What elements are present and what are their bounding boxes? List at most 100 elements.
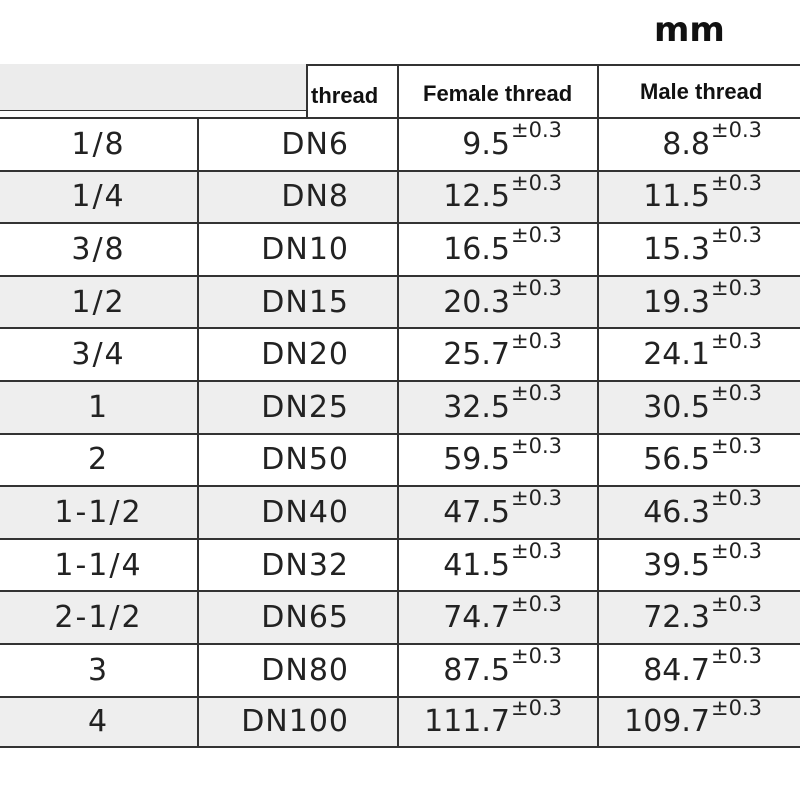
tolerance-label: ±0.3 — [711, 381, 762, 406]
tolerance-label: ±0.3 — [511, 170, 562, 195]
dn-cell: DN100 — [199, 698, 349, 747]
dn-cell-value: DN80 — [261, 652, 349, 688]
female-thread-cell-value: 47.5 — [443, 494, 510, 530]
tolerance-label: ±0.3 — [711, 118, 762, 143]
male-thread-cell-value: 56.5 — [643, 442, 710, 478]
column-divider — [597, 644, 599, 696]
female-thread-cell-value: 20.3 — [443, 284, 510, 320]
column-divider — [197, 224, 199, 275]
female-thread-cell: 20.3 ±0.3 — [402, 276, 562, 328]
dn-cell-value: DN6 — [281, 126, 349, 162]
female-thread-cell: 41.5 ±0.3 — [402, 539, 562, 591]
size-cell: 1-1/4 — [0, 540, 197, 591]
size-cell-value: 1 — [87, 389, 110, 425]
column-divider — [397, 224, 399, 275]
table-row: 2-1/2 DN65 74.7 ±0.3 72.3 ±0.3 — [0, 590, 800, 643]
male-thread-cell-value: 19.3 — [643, 284, 710, 320]
dn-cell-value: DN40 — [261, 494, 349, 530]
size-cell: 1 — [0, 382, 197, 433]
female-thread-cell-value: 9.5 — [462, 126, 510, 162]
male-thread-cell-value: 8.8 — [662, 126, 710, 162]
column-divider — [597, 119, 599, 170]
tolerance-label: ±0.3 — [711, 591, 762, 616]
column-divider — [197, 539, 199, 591]
table-row: 2 DN50 59.5 ±0.3 56.5 ±0.3 — [0, 432, 800, 486]
female-thread-cell-value: 25.7 — [443, 337, 510, 373]
column-divider — [197, 119, 199, 170]
column-divider — [397, 276, 399, 328]
male-thread-cell-value: 72.3 — [643, 600, 710, 636]
column-divider — [397, 119, 399, 170]
male-thread-cell: 30.5 ±0.3 — [602, 381, 762, 433]
column-divider — [397, 171, 399, 223]
size-cell-value: 3 — [87, 652, 110, 688]
table-row: 1/4 DN8 12.5 ±0.3 11.5 ±0.3 — [0, 169, 800, 223]
size-cell: 1-1/2 — [0, 487, 197, 538]
dimension-table: 1/8 DN6 9.5 ±0.3 8.8 ±0.3 1/4 DN8 12.5 ±0.3 11.5 ±0… — [0, 117, 800, 749]
male-thread-cell-value: 39.5 — [643, 547, 710, 583]
size-cell: 3/4 — [0, 329, 197, 380]
female-thread-cell: 47.5 ±0.3 — [402, 486, 562, 538]
tolerance-label: ±0.3 — [711, 644, 762, 669]
dn-cell: DN15 — [199, 277, 349, 328]
tolerance-label: ±0.3 — [711, 433, 762, 458]
female-thread-cell-value: 59.5 — [443, 442, 510, 478]
tolerance-label: ±0.3 — [511, 591, 562, 616]
male-thread-cell-value: 24.1 — [643, 337, 710, 373]
table-header: thread Female thread Male thread — [0, 64, 800, 119]
size-cell-value: 1-1/2 — [54, 494, 143, 530]
column-divider — [197, 381, 199, 433]
column-divider — [197, 644, 199, 696]
female-thread-cell-value: 111.7 — [424, 704, 510, 740]
column-divider — [197, 171, 199, 223]
column-divider — [597, 697, 599, 747]
column-divider — [397, 329, 399, 380]
male-thread-cell-value: 15.3 — [643, 231, 710, 267]
dn-cell-value: DN20 — [261, 337, 349, 373]
column-divider — [397, 644, 399, 696]
column-divider — [597, 592, 599, 643]
male-thread-cell-value: 109.7 — [624, 704, 710, 740]
dn-cell-value: DN15 — [261, 284, 349, 320]
male-thread-cell-value: 84.7 — [643, 652, 710, 688]
size-cell: 1/8 — [0, 119, 197, 170]
column-divider — [397, 487, 399, 538]
female-thread-cell: 9.5 ±0.3 — [402, 118, 562, 170]
dn-cell-value: DN10 — [261, 231, 349, 267]
column-divider — [397, 592, 399, 643]
tolerance-label: ±0.3 — [711, 486, 762, 511]
tolerance-label: ±0.3 — [511, 486, 562, 511]
column-divider — [597, 171, 599, 223]
female-thread-cell: 16.5 ±0.3 — [402, 223, 562, 275]
dn-cell-value: DN50 — [261, 442, 349, 478]
table-row: 4 DN100 111.7 ±0.3 109.7 ±0.3 — [0, 695, 800, 749]
tolerance-label: ±0.3 — [511, 695, 562, 720]
column-divider — [597, 224, 599, 275]
dn-cell-value: DN100 — [241, 704, 349, 740]
dn-cell: DN50 — [199, 435, 349, 486]
tolerance-label: ±0.3 — [511, 276, 562, 301]
column-divider — [397, 697, 399, 747]
table-row: 1 DN25 32.5 ±0.3 30.5 ±0.3 — [0, 379, 800, 433]
female-thread-cell: 87.5 ±0.3 — [402, 644, 562, 696]
tolerance-label: ±0.3 — [511, 381, 562, 406]
header-top-border — [306, 64, 800, 66]
dn-cell: DN32 — [199, 540, 349, 591]
column-divider — [397, 381, 399, 433]
table-row: 3/8 DN10 16.5 ±0.3 15.3 ±0.3 — [0, 222, 800, 275]
dn-cell-value: DN25 — [261, 389, 349, 425]
male-thread-cell-value: 30.5 — [643, 389, 710, 425]
female-thread-cell-value: 74.7 — [443, 600, 510, 636]
male-thread-cell: 15.3 ±0.3 — [602, 223, 762, 275]
male-thread-cell: 39.5 ±0.3 — [602, 539, 762, 591]
dn-cell: DN20 — [199, 329, 349, 380]
dn-cell-value: DN65 — [261, 600, 349, 636]
tolerance-label: ±0.3 — [511, 644, 562, 669]
female-thread-cell-value: 32.5 — [443, 389, 510, 425]
male-thread-cell: 11.5 ±0.3 — [602, 171, 762, 223]
male-thread-cell: 109.7 ±0.3 — [602, 696, 762, 747]
male-thread-cell: 56.5 ±0.3 — [602, 433, 762, 486]
size-cell-value: 1/2 — [71, 284, 126, 320]
header-divider — [597, 64, 599, 119]
male-thread-cell: 8.8 ±0.3 — [602, 118, 762, 170]
